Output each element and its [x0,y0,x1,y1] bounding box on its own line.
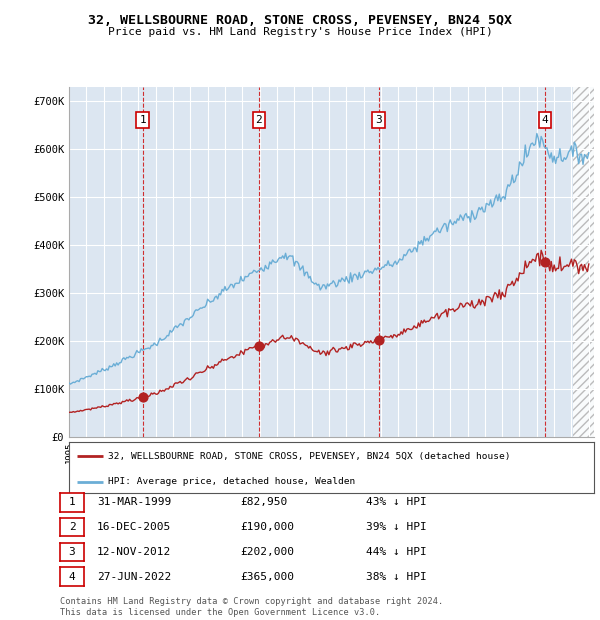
Text: 2: 2 [68,522,76,532]
Point [374,335,383,345]
Text: 43% ↓ HPI: 43% ↓ HPI [366,497,427,507]
Text: 1: 1 [68,497,76,507]
Text: 32, WELLSBOURNE ROAD, STONE CROSS, PEVENSEY, BN24 5QX (detached house): 32, WELLSBOURNE ROAD, STONE CROSS, PEVEN… [109,452,511,461]
Text: 38% ↓ HPI: 38% ↓ HPI [366,572,427,582]
Text: 32, WELLSBOURNE ROAD, STONE CROSS, PEVENSEY, BN24 5QX: 32, WELLSBOURNE ROAD, STONE CROSS, PEVEN… [88,14,512,27]
Point [254,341,264,351]
Text: 27-JUN-2022: 27-JUN-2022 [97,572,172,582]
Text: 16-DEC-2005: 16-DEC-2005 [97,522,172,532]
Text: Contains HM Land Registry data © Crown copyright and database right 2024.
This d: Contains HM Land Registry data © Crown c… [60,598,443,617]
Text: HPI: Average price, detached house, Wealden: HPI: Average price, detached house, Weal… [109,477,356,486]
Text: 3: 3 [68,547,76,557]
Point [138,392,148,402]
Text: 4: 4 [68,572,76,582]
Text: Price paid vs. HM Land Registry's House Price Index (HPI): Price paid vs. HM Land Registry's House … [107,27,493,37]
Text: 2: 2 [256,115,262,125]
Text: 31-MAR-1999: 31-MAR-1999 [97,497,172,507]
Text: £365,000: £365,000 [240,572,294,582]
Text: 39% ↓ HPI: 39% ↓ HPI [366,522,427,532]
Text: 1: 1 [139,115,146,125]
Text: 44% ↓ HPI: 44% ↓ HPI [366,547,427,557]
Text: £202,000: £202,000 [240,547,294,557]
Point [541,257,550,267]
Text: 12-NOV-2012: 12-NOV-2012 [97,547,172,557]
Text: 4: 4 [542,115,548,125]
Text: 3: 3 [375,115,382,125]
Text: £190,000: £190,000 [240,522,294,532]
Text: £82,950: £82,950 [240,497,287,507]
